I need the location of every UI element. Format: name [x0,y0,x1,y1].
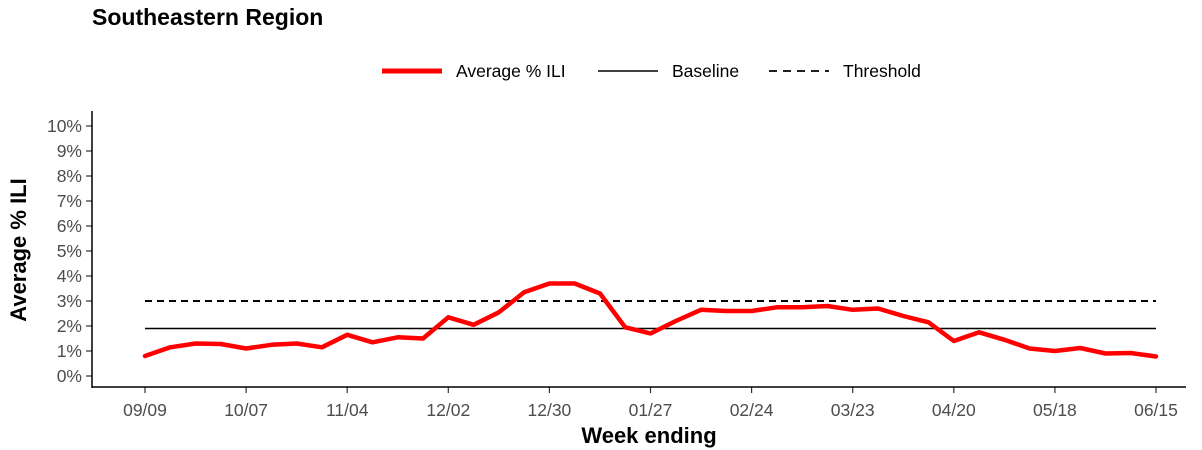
series-group [142,281,1159,359]
y-tick-label: 7% [57,191,82,211]
x-tick-label: 09/09 [123,400,167,420]
y-tick-label: 6% [57,216,82,236]
legend-label: Average % ILI [456,61,566,81]
x-axis-title: Week ending [581,423,716,448]
x-tick-label: 12/02 [426,400,470,420]
x-tick-label: 06/15 [1134,400,1178,420]
y-tick-label: 5% [57,241,82,261]
x-tick-label: 04/20 [932,400,976,420]
legend-label: Baseline [672,61,739,81]
y-tick-label: 9% [57,141,82,161]
legend-label: Threshold [843,61,921,81]
y-tick-label: 4% [57,266,82,286]
x-tick-label: 12/30 [528,400,572,420]
ili-series-line [142,281,1159,359]
x-tick-label: 02/24 [730,400,774,420]
x-tick-label: 03/23 [831,400,875,420]
legend: Average % ILI Baseline Threshold [382,61,921,81]
y-tick-label: 0% [57,366,82,386]
y-tick-label: 1% [57,341,82,361]
y-tick-label: 3% [57,291,82,311]
y-tick-label: 2% [57,316,82,336]
y-tick-label: 10% [47,116,82,136]
y-axis-ticks: 0% 1% 2% 3% 4% 5% 6% 7% 8% 9% 10% [47,116,92,386]
chart-title: Southeastern Region [92,4,324,30]
x-axis-ticks: 09/09 10/07 11/04 12/02 12/30 01/27 02/24 03/23… [123,387,1178,420]
y-axis-title: Average % ILI [6,178,31,321]
x-tick-label: 10/07 [224,400,268,420]
y-tick-label: 8% [57,166,82,186]
x-tick-label: 01/27 [629,400,673,420]
x-tick-label: 05/18 [1033,400,1077,420]
x-tick-label: 11/04 [326,400,369,420]
